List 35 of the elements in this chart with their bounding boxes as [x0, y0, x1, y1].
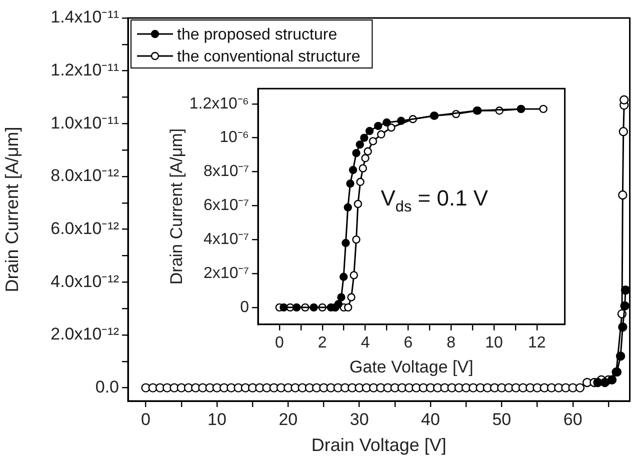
x-tick-label: 10	[208, 410, 226, 429]
x-tick-label: 60	[563, 410, 582, 429]
y-tick-label: 6x10⁻⁷	[204, 197, 250, 214]
y-tick-label: 4.0x10⁻¹²	[50, 272, 120, 291]
x-tick-label: 6	[404, 334, 413, 352]
x-tick-label: 8	[446, 334, 456, 352]
x-tick-label: 2	[318, 334, 327, 352]
x-axis-title: Gate Voltage [V]	[349, 357, 474, 376]
x-tick-label: 50	[492, 410, 512, 429]
x-tick-label: 0	[141, 410, 151, 429]
y-tick-label: 0.0	[95, 377, 119, 396]
y-tick-label: 0	[240, 298, 250, 316]
y-tick-label: 1.4x10⁻¹¹	[50, 8, 120, 27]
legend-label: the conventional structure	[177, 48, 360, 66]
y-axis-title: Drain Current [A/μm]	[166, 128, 186, 285]
y-tick-label: 8.0x10⁻¹²	[50, 166, 120, 186]
x-tick-label: 40	[421, 410, 440, 429]
y-tick-label: 4x10⁻⁷	[204, 230, 250, 248]
x-axis-title: Drain Voltage [V]	[311, 435, 446, 456]
y-tick-label: 2x10⁻⁷	[204, 264, 250, 282]
x-tick-label: 4	[360, 334, 370, 352]
y-tick-label: 10⁻⁶	[220, 129, 249, 146]
x-tick-label: 30	[350, 410, 369, 429]
x-tick-label: 12	[528, 334, 546, 352]
y-tick-label: 8x10⁻⁷	[204, 163, 250, 180]
y-tick-label: 1.2x10⁻⁶	[189, 95, 249, 112]
y-tick-label: 2.0x10⁻¹²	[50, 324, 120, 344]
y-tick-label: 1.0x10⁻¹¹	[50, 113, 120, 132]
legend-label: the proposed structure	[177, 26, 338, 44]
y-axis-title: Drain Current [A/μm]	[2, 126, 22, 292]
x-tick-label: 20	[278, 410, 298, 429]
x-tick-label: 10	[485, 334, 503, 352]
y-tick-label: 6.0x10⁻¹²	[50, 219, 120, 238]
x-tick-label: 0	[275, 334, 284, 352]
y-tick-label: 1.2x10⁻¹¹	[50, 60, 120, 80]
